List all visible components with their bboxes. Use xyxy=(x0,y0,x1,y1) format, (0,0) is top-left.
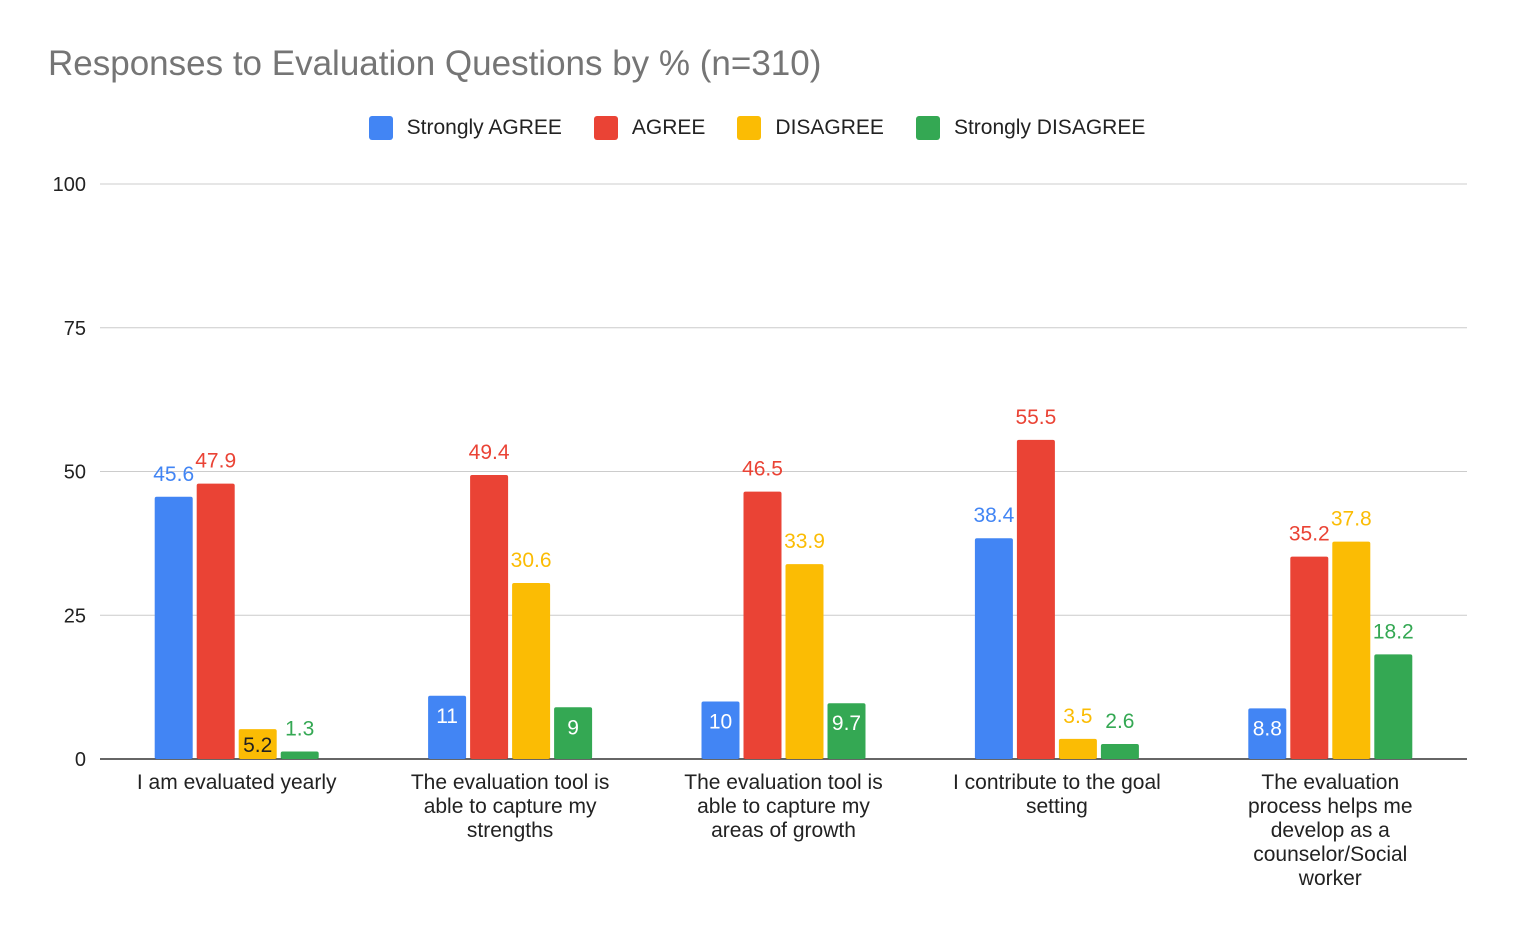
x-tick-label: areas of growth xyxy=(711,819,856,842)
legend-item[interactable]: Strongly AGREE xyxy=(368,116,562,140)
bar xyxy=(974,538,1013,759)
x-tick-label: I am evaluated yearly xyxy=(137,771,337,794)
bar xyxy=(1248,708,1287,759)
bar xyxy=(512,583,551,759)
x-tick-label: setting xyxy=(1026,795,1088,818)
legend-swatch xyxy=(737,116,762,140)
data-label: 8.8 xyxy=(1253,717,1282,740)
data-label: 18.2 xyxy=(1373,620,1414,643)
legend-swatch xyxy=(368,116,393,140)
legend-item[interactable]: AGREE xyxy=(593,116,706,140)
bar xyxy=(238,729,277,759)
legend: Strongly AGREE AGREE DISAGREE Strongly DISA… xyxy=(0,116,1514,140)
legend-item[interactable]: Strongly DISAGREE xyxy=(915,116,1146,140)
bar xyxy=(827,703,866,759)
bar xyxy=(1100,744,1139,759)
data-label: 10 xyxy=(709,711,732,734)
data-label: 3.5 xyxy=(1063,705,1092,728)
x-tick-label: develop as a xyxy=(1271,819,1390,842)
y-tick-label: 0 xyxy=(75,749,86,771)
bar xyxy=(196,483,235,759)
y-tick-label: 75 xyxy=(64,318,86,340)
bar xyxy=(1374,654,1413,759)
x-tick-label: worker xyxy=(1298,867,1362,890)
data-label: 38.4 xyxy=(973,504,1014,527)
bar xyxy=(1332,541,1371,759)
bar xyxy=(701,701,740,759)
legend-label: Strongly DISAGREE xyxy=(953,116,1146,139)
x-tick-label: process helps me xyxy=(1248,795,1413,818)
x-tick-label: I contribute to the goal xyxy=(953,771,1161,794)
data-label: 37.8 xyxy=(1331,508,1372,531)
y-tick-label: 50 xyxy=(64,462,86,484)
legend-label: DISAGREE xyxy=(775,116,884,139)
x-tick-label: strengths xyxy=(467,819,553,842)
bar xyxy=(470,474,509,759)
data-label: 35.2 xyxy=(1289,523,1330,546)
legend-swatch xyxy=(915,116,940,140)
data-label: 30.6 xyxy=(511,549,552,572)
x-tick-label: able to capture my xyxy=(424,795,597,818)
data-label: 9.7 xyxy=(832,712,861,735)
y-tick-label: 100 xyxy=(53,174,86,196)
data-label: 2.6 xyxy=(1105,710,1134,733)
bar xyxy=(154,496,193,759)
data-label: 45.6 xyxy=(153,463,194,486)
bar xyxy=(743,491,782,759)
legend-label: Strongly AGREE xyxy=(406,116,562,139)
x-tick-label: counselor/Social xyxy=(1253,843,1407,866)
x-tick-label: The evaluation tool is xyxy=(411,771,609,794)
data-label: 55.5 xyxy=(1015,406,1056,429)
bar xyxy=(1290,556,1329,759)
x-tick-label: The evaluation xyxy=(1261,771,1399,794)
data-label: 1.3 xyxy=(285,718,314,741)
bar xyxy=(1016,439,1055,759)
data-label: 49.4 xyxy=(469,441,510,464)
chart-title: Responses to Evaluation Questions by % (… xyxy=(48,44,822,83)
legend-swatch xyxy=(593,116,618,140)
legend-item[interactable]: DISAGREE xyxy=(737,116,884,140)
data-label: 46.5 xyxy=(742,458,783,481)
data-label: 47.9 xyxy=(195,450,236,473)
legend-label: AGREE xyxy=(631,116,706,139)
bar xyxy=(554,707,593,759)
data-label: 33.9 xyxy=(784,530,825,553)
x-tick-label: The evaluation tool is xyxy=(684,771,882,794)
data-label: 5.2 xyxy=(243,734,272,757)
data-label: 9 xyxy=(567,716,579,739)
bar xyxy=(1058,738,1097,759)
y-tick-label: 25 xyxy=(64,605,86,627)
bar xyxy=(785,564,824,759)
data-label: 11 xyxy=(436,705,458,728)
bar xyxy=(428,695,467,759)
bar xyxy=(280,751,319,759)
x-tick-label: able to capture my xyxy=(697,795,870,818)
